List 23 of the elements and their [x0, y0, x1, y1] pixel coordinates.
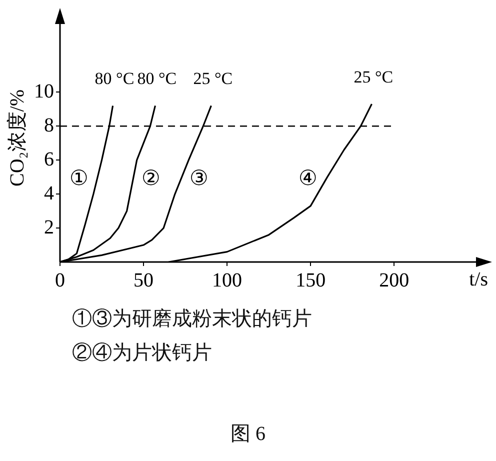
- text: ②④为片状钙片: [72, 341, 212, 366]
- y-tick-label: 10: [34, 80, 54, 102]
- series-label: 80 °C: [137, 69, 177, 88]
- annotation: ②: [142, 166, 161, 190]
- y-tick-label: 6: [44, 148, 54, 170]
- x-tick-label: 0: [55, 269, 65, 292]
- text: ①③为研磨成粉末状的钙片: [72, 307, 312, 332]
- x-axis-title: t/s: [469, 268, 488, 290]
- series-label: 80 °C: [94, 69, 134, 88]
- x-tick-label: 100: [212, 269, 242, 292]
- annotation: ④: [298, 166, 318, 190]
- x-tick-label: 50: [134, 269, 154, 292]
- y-tick-label: 8: [44, 114, 54, 136]
- x-tick-label: 150: [296, 269, 326, 292]
- series-label: 25 °C: [193, 69, 233, 88]
- annotation: ①: [70, 166, 89, 190]
- annotation: ③: [189, 166, 208, 190]
- y-axis-title: CO₂浓度/%: [6, 90, 28, 186]
- y-tick-label: 2: [44, 216, 54, 238]
- y-tick-label: 4: [44, 182, 54, 204]
- x-tick-label: 200: [379, 269, 410, 292]
- series-label: 25 °C: [354, 67, 394, 86]
- caption: 图 6: [230, 422, 266, 447]
